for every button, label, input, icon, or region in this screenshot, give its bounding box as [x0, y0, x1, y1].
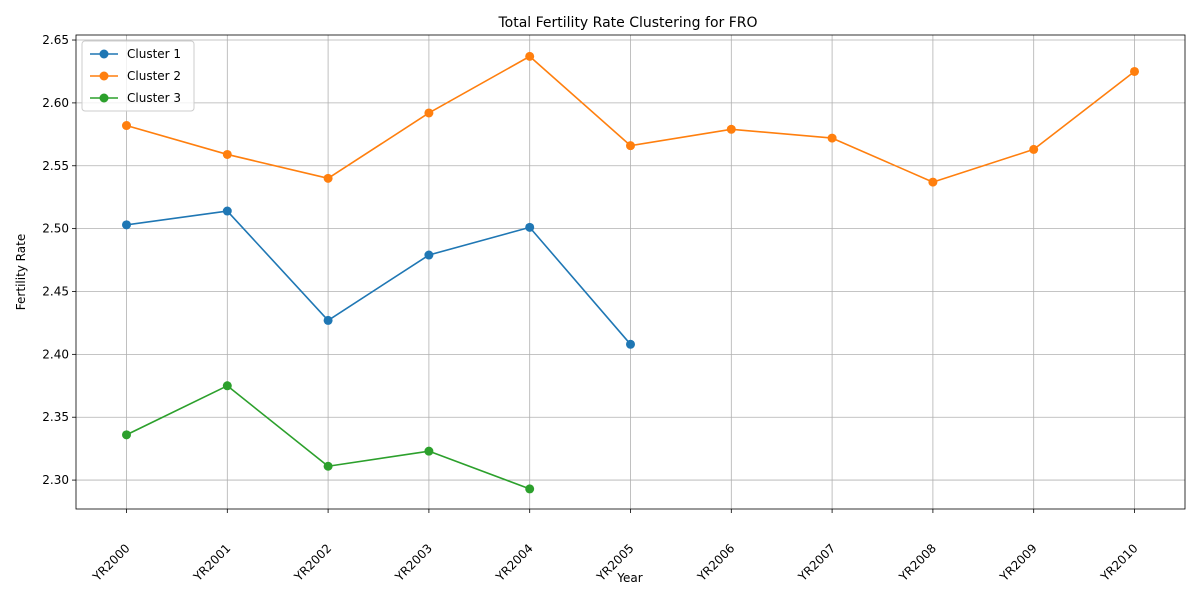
y-tick-label: 2.65: [42, 33, 69, 47]
grid-lines: [76, 35, 1185, 509]
legend-marker: [99, 93, 109, 103]
data-point: [424, 108, 434, 118]
y-tick-label: 2.45: [42, 284, 69, 298]
legend-marker: [99, 71, 109, 81]
data-point: [122, 220, 131, 230]
data-point: [726, 124, 736, 134]
data-point: [525, 51, 535, 61]
legend-marker: [99, 49, 109, 59]
data-point: [1029, 144, 1039, 154]
data-point: [626, 141, 635, 151]
series-2: [122, 51, 1139, 187]
y-axis-label: Fertility Rate: [14, 234, 28, 310]
data-point: [928, 177, 938, 187]
legend-label: Cluster 3: [127, 91, 181, 105]
y-tick-label: 2.35: [42, 410, 69, 424]
data-point: [222, 149, 232, 159]
data-point: [323, 315, 333, 325]
data-point: [1130, 66, 1139, 76]
data-point: [525, 222, 535, 232]
y-tick-label: 2.60: [42, 96, 69, 110]
series-line: [126, 210, 632, 345]
series-3: [122, 381, 535, 494]
data-point: [424, 250, 434, 260]
y-axis-ticks: 2.30 2.35 2.40 2.45 2.50 2.55 2.60 2.65: [42, 33, 76, 487]
y-tick-label: 2.40: [42, 347, 69, 361]
data-point: [424, 446, 434, 456]
legend-box: [81, 40, 195, 112]
chart-title: Total Fertility Rate Clustering for FRO: [497, 15, 757, 31]
series-layer: [122, 51, 1139, 494]
series-1: [122, 206, 635, 349]
y-tick-label: 2.55: [42, 159, 69, 173]
x-axis-label: Year: [616, 571, 642, 585]
y-tick-label: 2.30: [42, 473, 69, 487]
data-point: [525, 484, 535, 494]
y-tick-label: 2.50: [42, 222, 69, 236]
data-point: [827, 133, 837, 143]
legend: Cluster 1 Cluster 2 Cluster 3: [81, 40, 195, 112]
legend-label: Cluster 2: [127, 69, 181, 83]
legend-label: Cluster 1: [127, 47, 181, 61]
data-point: [222, 381, 232, 391]
data-point: [626, 339, 635, 349]
data-point: [122, 121, 131, 131]
data-point: [323, 173, 333, 183]
data-point: [222, 206, 232, 216]
data-point: [122, 430, 131, 440]
data-point: [323, 461, 333, 471]
